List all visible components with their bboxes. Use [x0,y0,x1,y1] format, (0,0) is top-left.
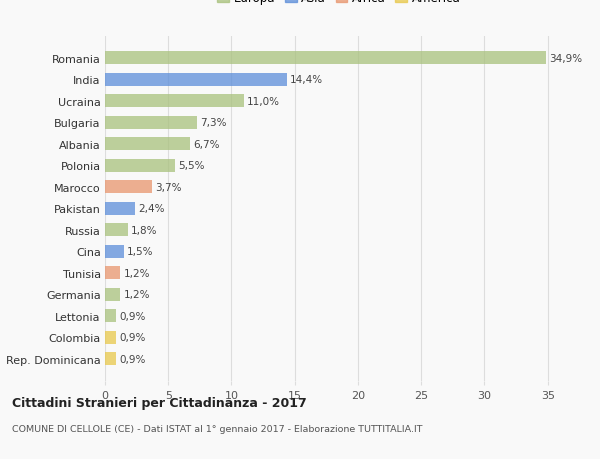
Bar [105,245,124,258]
Legend: Europa, Asia, Africa, America: Europa, Asia, Africa, America [212,0,466,10]
Bar [105,267,120,280]
Text: 0,9%: 0,9% [119,354,146,364]
Bar [105,52,547,65]
Bar [105,331,116,344]
Text: 1,8%: 1,8% [131,225,157,235]
Bar [105,160,175,173]
Bar [105,181,152,194]
Text: 2,4%: 2,4% [139,204,165,214]
Text: 14,4%: 14,4% [290,75,323,85]
Bar [105,224,128,237]
Bar [105,309,116,323]
Bar [105,74,287,87]
Text: Cittadini Stranieri per Cittadinanza - 2017: Cittadini Stranieri per Cittadinanza - 2… [12,396,307,409]
Text: 3,7%: 3,7% [155,182,181,192]
Bar [105,117,197,129]
Bar [105,288,120,301]
Text: 6,7%: 6,7% [193,140,220,150]
Text: 7,3%: 7,3% [200,118,227,128]
Text: 0,9%: 0,9% [119,311,146,321]
Bar [105,95,244,108]
Text: 5,5%: 5,5% [178,161,204,171]
Text: 11,0%: 11,0% [247,97,280,106]
Text: 1,5%: 1,5% [127,247,154,257]
Bar [105,353,116,365]
Bar [105,202,136,215]
Text: 34,9%: 34,9% [550,54,583,64]
Text: COMUNE DI CELLOLE (CE) - Dati ISTAT al 1° gennaio 2017 - Elaborazione TUTTITALIA: COMUNE DI CELLOLE (CE) - Dati ISTAT al 1… [12,425,422,433]
Bar [105,138,190,151]
Text: 1,2%: 1,2% [124,290,150,300]
Text: 1,2%: 1,2% [124,268,150,278]
Text: 0,9%: 0,9% [119,332,146,342]
